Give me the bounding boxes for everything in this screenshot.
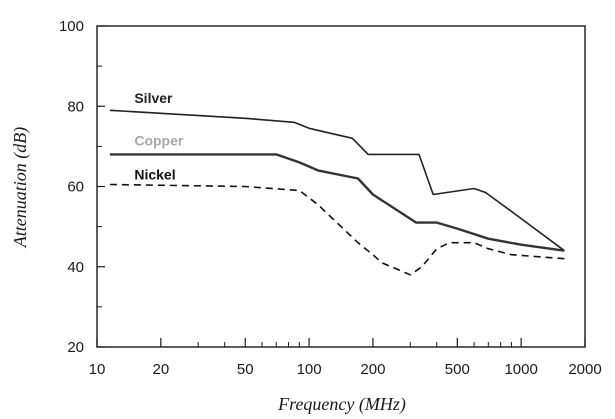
- series-label-nickel: Nickel: [134, 166, 175, 182]
- x-tick-label: 100: [297, 361, 322, 378]
- x-tick-label: 200: [360, 361, 385, 378]
- x-tick-label: 500: [445, 361, 470, 378]
- series-label-silver: Silver: [134, 90, 173, 106]
- series-line-nickel: [109, 183, 565, 276]
- x-axis-title: Frequency (MHz): [277, 394, 406, 415]
- y-tick-label: 80: [67, 98, 84, 115]
- x-tick-label: 10: [89, 361, 106, 378]
- series-label-copper: Copper: [134, 132, 184, 148]
- series-line-copper: [109, 153, 565, 252]
- x-tick-label: 20: [152, 361, 169, 378]
- y-tick-label: 20: [67, 339, 84, 356]
- x-tick-label: 2000: [568, 361, 601, 378]
- series-line-silver: [109, 109, 565, 252]
- y-axis-title: Attenuation (dB): [10, 127, 31, 248]
- y-tick-label: 60: [67, 179, 84, 196]
- y-tick-label: 40: [67, 259, 84, 276]
- x-tick-label: 50: [237, 361, 254, 378]
- y-tick-label: 100: [59, 18, 84, 35]
- x-tick-label: 1000: [504, 361, 537, 378]
